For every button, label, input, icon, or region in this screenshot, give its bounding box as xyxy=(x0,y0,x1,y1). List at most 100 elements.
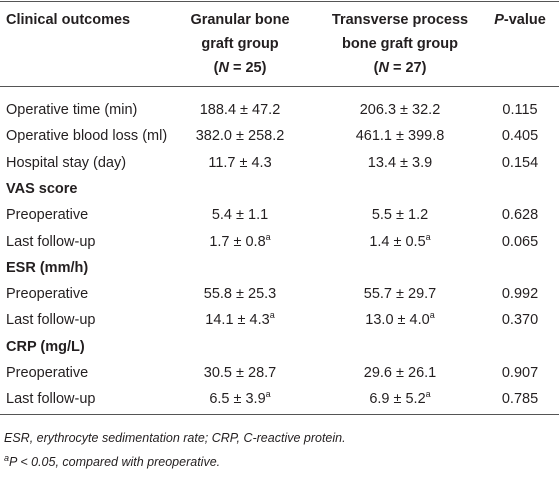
value-text: 14.1 ± 4.3 xyxy=(205,312,270,329)
value-cell: 0.154 xyxy=(502,154,538,172)
value-cell: 6.9 ± 5.2a xyxy=(369,390,430,408)
value-text: 0.115 xyxy=(502,102,538,118)
value-text: 382.0 ± 258.2 xyxy=(195,128,285,145)
value-cell: 6.5 ± 3.9a xyxy=(209,390,270,408)
text-segment: ESR, erythrocyte sedimentation rate; CRP… xyxy=(4,431,346,445)
value-cell: 0.992 xyxy=(502,285,538,303)
value-cell: 0.370 xyxy=(502,311,538,329)
value-text: 0.154 xyxy=(501,154,539,171)
value-cell: 0.065 xyxy=(502,233,538,251)
value-text: 55.8 ± 25.3 xyxy=(203,286,277,303)
value-text: 206.3 ± 32.2 xyxy=(359,102,441,118)
value-text: 5.4 ± 1.1 xyxy=(211,207,269,224)
value-text: 0.065 xyxy=(501,233,539,250)
value-cell: 13.4 ± 3.9 xyxy=(368,154,432,172)
value-text: 0.405 xyxy=(501,128,539,145)
value-cell: 5.4 ± 1.1 xyxy=(212,206,268,224)
footnote: aP < 0.05, compared with preoperative. xyxy=(4,453,220,471)
text-segment: N xyxy=(378,60,389,76)
row-label: Preoperative xyxy=(6,207,89,224)
value-text: 6.9 ± 5.2 xyxy=(369,391,426,408)
text-segment: Granular bone xyxy=(190,12,290,28)
text-segment: N xyxy=(218,60,229,76)
text-segment: = 25) xyxy=(228,60,267,76)
value-cell: 55.8 ± 25.3 xyxy=(204,285,276,303)
value-cell: 13.0 ± 4.0a xyxy=(365,311,434,329)
row-label: Preoperative xyxy=(6,286,89,303)
value-text: 461.1 ± 399.8 xyxy=(355,128,445,145)
footnote-mark: a xyxy=(425,389,431,400)
header-cell: (N = 25) xyxy=(214,59,267,77)
header-cell: Granular bone xyxy=(190,11,289,29)
value-text: 0.628 xyxy=(501,207,539,224)
value-text: 1.4 ± 0.5 xyxy=(369,233,426,250)
row-label: Hospital stay (day) xyxy=(6,154,127,171)
text-segment: = 27) xyxy=(388,60,427,76)
value-text: 13.4 ± 3.9 xyxy=(367,154,433,171)
value-cell: 0.115 xyxy=(502,101,537,119)
value-cell: 382.0 ± 258.2 xyxy=(196,127,285,145)
header-cell: (N = 27) xyxy=(374,59,427,77)
text-segment: ( xyxy=(213,60,219,76)
value-text: 6.5 ± 3.9 xyxy=(209,391,266,408)
footnote-mark: a xyxy=(265,389,271,400)
value-cell: 30.5 ± 28.7 xyxy=(204,364,276,382)
row-label: Last follow-up xyxy=(6,391,96,408)
text-segment: graft group xyxy=(201,36,279,52)
section-label: CRP (mg/L) xyxy=(6,338,85,355)
value-cell: 5.5 ± 1.2 xyxy=(372,206,428,224)
row-label: Operative blood loss (ml) xyxy=(6,128,168,145)
bottom-rule xyxy=(0,414,559,415)
row-label: Last follow-up xyxy=(6,233,96,250)
value-cell: 206.3 ± 32.2 xyxy=(360,101,441,119)
value-text: 0.992 xyxy=(501,286,539,303)
value-cell: 11.7 ± 4.3 xyxy=(208,154,271,172)
footnote-mark: a xyxy=(269,310,275,321)
value-cell: 0.628 xyxy=(502,206,538,224)
value-text: 0.370 xyxy=(501,312,539,329)
value-text: 5.5 ± 1.2 xyxy=(371,207,429,224)
value-text: 0.907 xyxy=(501,365,539,381)
value-cell: 29.6 ± 26.1 xyxy=(364,364,436,382)
value-text: 11.7 ± 4.3 xyxy=(208,154,272,171)
header-cell: P-value xyxy=(494,11,546,29)
value-text: 0.785 xyxy=(501,391,539,408)
row-label: Operative time (min) xyxy=(6,102,138,118)
value-cell: 0.907 xyxy=(502,364,538,382)
value-cell: 0.405 xyxy=(502,127,538,145)
row-label: Preoperative xyxy=(6,365,89,381)
footnote-mark: a xyxy=(265,231,271,242)
value-text: 30.5 ± 28.7 xyxy=(203,365,277,381)
value-cell: 14.1 ± 4.3a xyxy=(205,311,274,329)
value-text: 55.7 ± 29.7 xyxy=(363,286,437,303)
value-text: 13.0 ± 4.0 xyxy=(365,312,430,329)
header-cell: bone graft group xyxy=(342,35,458,53)
text-segment: a xyxy=(4,452,10,463)
footnote-mark: a xyxy=(425,231,431,242)
section-label: ESR (mm/h) xyxy=(6,259,89,276)
text-segment: bone graft group xyxy=(342,36,458,52)
top-rule xyxy=(0,1,559,2)
text-segment: P < 0.05, compared with preoperative. xyxy=(9,455,221,469)
value-text: 1.7 ± 0.8 xyxy=(209,233,266,250)
header-cell: graft group xyxy=(201,35,278,53)
footnote: ESR, erythrocyte sedimentation rate; CRP… xyxy=(4,429,346,447)
text-segment: ( xyxy=(373,60,379,76)
value-cell: 1.4 ± 0.5a xyxy=(369,231,431,251)
text-segment: Transverse process xyxy=(331,12,469,28)
text-segment: P xyxy=(494,12,504,28)
header-cell: Clinical outcomes xyxy=(6,11,130,29)
text-segment: Clinical outcomes xyxy=(6,12,131,28)
section-label: VAS score xyxy=(6,180,78,197)
value-cell: 0.785 xyxy=(502,390,538,408)
row-label: Last follow-up xyxy=(6,312,96,329)
header-cell: Transverse process xyxy=(332,11,468,29)
value-cell: 188.4 ± 47.2 xyxy=(200,101,281,119)
value-text: 29.6 ± 26.1 xyxy=(363,365,437,381)
text-segment: -value xyxy=(503,12,546,28)
header-rule xyxy=(0,86,559,87)
value-cell: 461.1 ± 399.8 xyxy=(356,127,445,145)
value-cell: 1.7 ± 0.8a xyxy=(209,231,271,251)
value-text: 188.4 ± 47.2 xyxy=(199,102,281,118)
